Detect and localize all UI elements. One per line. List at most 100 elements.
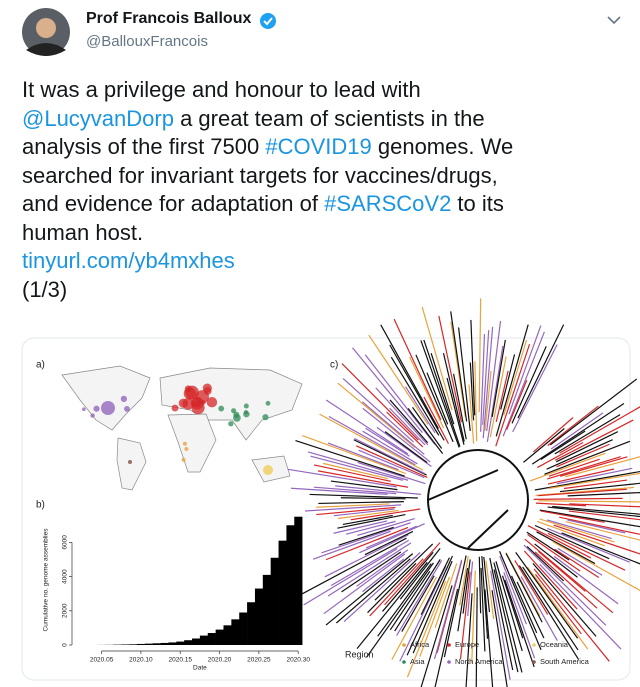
tree-branch [322, 462, 389, 480]
tree-branch [470, 319, 476, 416]
tree-branch [313, 464, 391, 482]
tree-branch [434, 563, 458, 628]
legend-swatch [532, 660, 536, 664]
tweet-text: searched for invariant targets for vacci… [22, 162, 498, 188]
tree-branch [316, 506, 396, 516]
world-map [61, 365, 303, 491]
tree-branch [539, 563, 622, 650]
tree-core [427, 449, 529, 551]
map-dot [82, 407, 86, 412]
tree-branch [495, 344, 531, 447]
tree-branch [514, 560, 549, 615]
tree-branch [362, 430, 418, 465]
y-tick-label: 4000 [62, 569, 69, 584]
tree-branch [467, 561, 474, 617]
tree-branch [508, 325, 542, 415]
tree-branch [307, 451, 409, 481]
tree-branch [527, 533, 581, 572]
tree-branch [504, 579, 535, 668]
tree-branch [376, 426, 432, 468]
tree-branch [412, 560, 453, 654]
tree-branch [457, 567, 469, 632]
bar [215, 629, 224, 645]
thread-counter: (1/3) [22, 276, 68, 302]
tree-branch [423, 339, 461, 447]
bar [144, 643, 154, 645]
tree-branch [393, 318, 442, 421]
tweet-link[interactable]: #COVID19 [265, 134, 372, 159]
tree-branch [394, 559, 441, 632]
tree-branch [471, 570, 476, 664]
tweet-link[interactable]: @LucyvanDorp [22, 105, 174, 131]
tree-branch [319, 413, 424, 471]
tree-branch [529, 452, 606, 482]
tree-branch [412, 406, 443, 449]
bar [160, 642, 169, 645]
tree-branch [399, 566, 447, 662]
tree-branch [401, 575, 435, 632]
tree-branch [563, 479, 628, 490]
tree-branch [535, 502, 587, 507]
bar [184, 640, 193, 645]
tree-branch [515, 552, 579, 639]
menu-chevron[interactable] [607, 16, 621, 25]
tree-branch [426, 372, 449, 425]
panel-label: c) [330, 360, 338, 371]
tree-branch [359, 523, 425, 554]
tree-branch [534, 470, 640, 491]
tree-branch [486, 320, 502, 432]
tree-branch [523, 544, 607, 626]
tree-branch [350, 508, 421, 521]
tree-branch [554, 414, 621, 455]
tweet-text: to its [451, 191, 504, 216]
bar [207, 633, 216, 645]
tree-branch [316, 503, 390, 508]
tree-branch [380, 324, 439, 429]
tree-branch [309, 493, 418, 499]
map-dot [90, 413, 95, 418]
tree-branch [325, 553, 414, 626]
tweet-body: It was a privilege and honour to lead wi… [22, 76, 513, 304]
tree-branch [442, 352, 465, 442]
tree-branch [478, 556, 482, 614]
map-dot [202, 383, 212, 393]
tree-branch [450, 311, 468, 422]
tree-branch [304, 504, 402, 512]
tree-branch [337, 382, 416, 448]
tweet-text: human host. [22, 219, 144, 245]
avatar-body [26, 43, 66, 56]
tree-branch [325, 526, 409, 561]
tree-branch [532, 563, 597, 637]
map-dot [101, 401, 115, 415]
tree-branch [405, 386, 436, 434]
tree-branch [453, 373, 467, 440]
tree-branch [533, 568, 610, 662]
bar [231, 619, 240, 645]
tree-branch [547, 468, 615, 485]
tweet-url[interactable]: tinyurl.com/yb4mxhes [22, 248, 235, 273]
bar [286, 525, 295, 645]
tree-branch [512, 344, 558, 433]
tree-branch [503, 339, 528, 416]
tree-branch [330, 480, 398, 491]
tree-branch [540, 430, 586, 461]
x-axis-label: Date [193, 665, 207, 672]
tree-branch [518, 565, 580, 660]
tweet-text: analysis of the first 7500 [22, 134, 266, 159]
tree-branch [556, 467, 633, 485]
tree-branch [544, 440, 631, 475]
tree-branch [565, 521, 640, 541]
legend-label: North America [455, 657, 503, 666]
tree-branch [295, 439, 405, 477]
author-handle[interactable]: @BallouxFrancois [86, 33, 208, 50]
tree-branch [468, 384, 475, 444]
tree-branch [406, 555, 454, 656]
author-name[interactable]: Prof Francois Balloux [86, 10, 252, 27]
tree-branch [546, 439, 613, 470]
tree-branch [420, 585, 453, 687]
tree-branch [323, 553, 406, 615]
tweet-link[interactable]: #SARSCoV2 [324, 191, 452, 216]
tree-branch [389, 407, 426, 446]
tweet-line: It was a privilege and honour to lead wi… [22, 76, 513, 105]
